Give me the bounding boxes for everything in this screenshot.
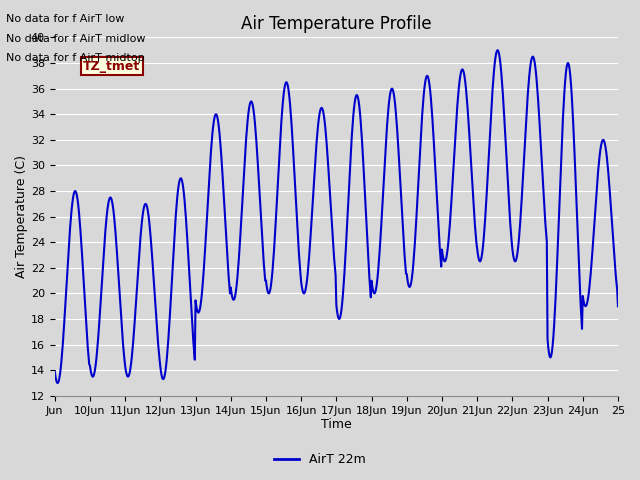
Text: TZ_tmet: TZ_tmet [83, 60, 140, 72]
Text: No data for f AirT low: No data for f AirT low [6, 14, 125, 24]
Legend: AirT 22m: AirT 22m [269, 448, 371, 471]
Text: No data for f AirT midlow: No data for f AirT midlow [6, 34, 146, 44]
Y-axis label: Air Temperature (C): Air Temperature (C) [15, 155, 28, 278]
X-axis label: Time: Time [321, 419, 352, 432]
Text: No data for f AirT midtop: No data for f AirT midtop [6, 53, 145, 63]
Title: Air Temperature Profile: Air Temperature Profile [241, 15, 431, 33]
